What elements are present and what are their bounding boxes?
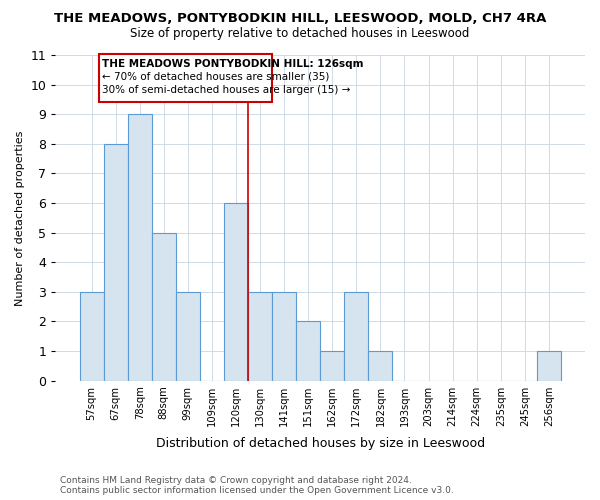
Bar: [344, 292, 368, 380]
Bar: [152, 232, 176, 380]
Bar: [320, 351, 344, 380]
X-axis label: Distribution of detached houses by size in Leeswood: Distribution of detached houses by size …: [155, 437, 485, 450]
Bar: [99, 54, 272, 102]
Y-axis label: Number of detached properties: Number of detached properties: [15, 130, 25, 306]
Bar: [104, 144, 128, 380]
Text: THE MEADOWS, PONTYBODKIN HILL, LEESWOOD, MOLD, CH7 4RA: THE MEADOWS, PONTYBODKIN HILL, LEESWOOD,…: [54, 12, 546, 26]
Bar: [368, 351, 392, 380]
Text: Contains public sector information licensed under the Open Government Licence v3: Contains public sector information licen…: [60, 486, 454, 495]
Bar: [128, 114, 152, 380]
Bar: [80, 292, 104, 380]
Bar: [176, 292, 200, 380]
Bar: [248, 292, 272, 380]
Text: THE MEADOWS PONTYBODKIN HILL: 126sqm: THE MEADOWS PONTYBODKIN HILL: 126sqm: [103, 59, 364, 69]
Bar: [296, 322, 320, 380]
Text: Size of property relative to detached houses in Leeswood: Size of property relative to detached ho…: [130, 28, 470, 40]
Text: 30% of semi-detached houses are larger (15) →: 30% of semi-detached houses are larger (…: [103, 84, 351, 94]
Bar: [224, 203, 248, 380]
Bar: [537, 351, 561, 380]
Text: Contains HM Land Registry data © Crown copyright and database right 2024.: Contains HM Land Registry data © Crown c…: [60, 476, 412, 485]
Text: ← 70% of detached houses are smaller (35): ← 70% of detached houses are smaller (35…: [103, 72, 330, 82]
Bar: [272, 292, 296, 380]
